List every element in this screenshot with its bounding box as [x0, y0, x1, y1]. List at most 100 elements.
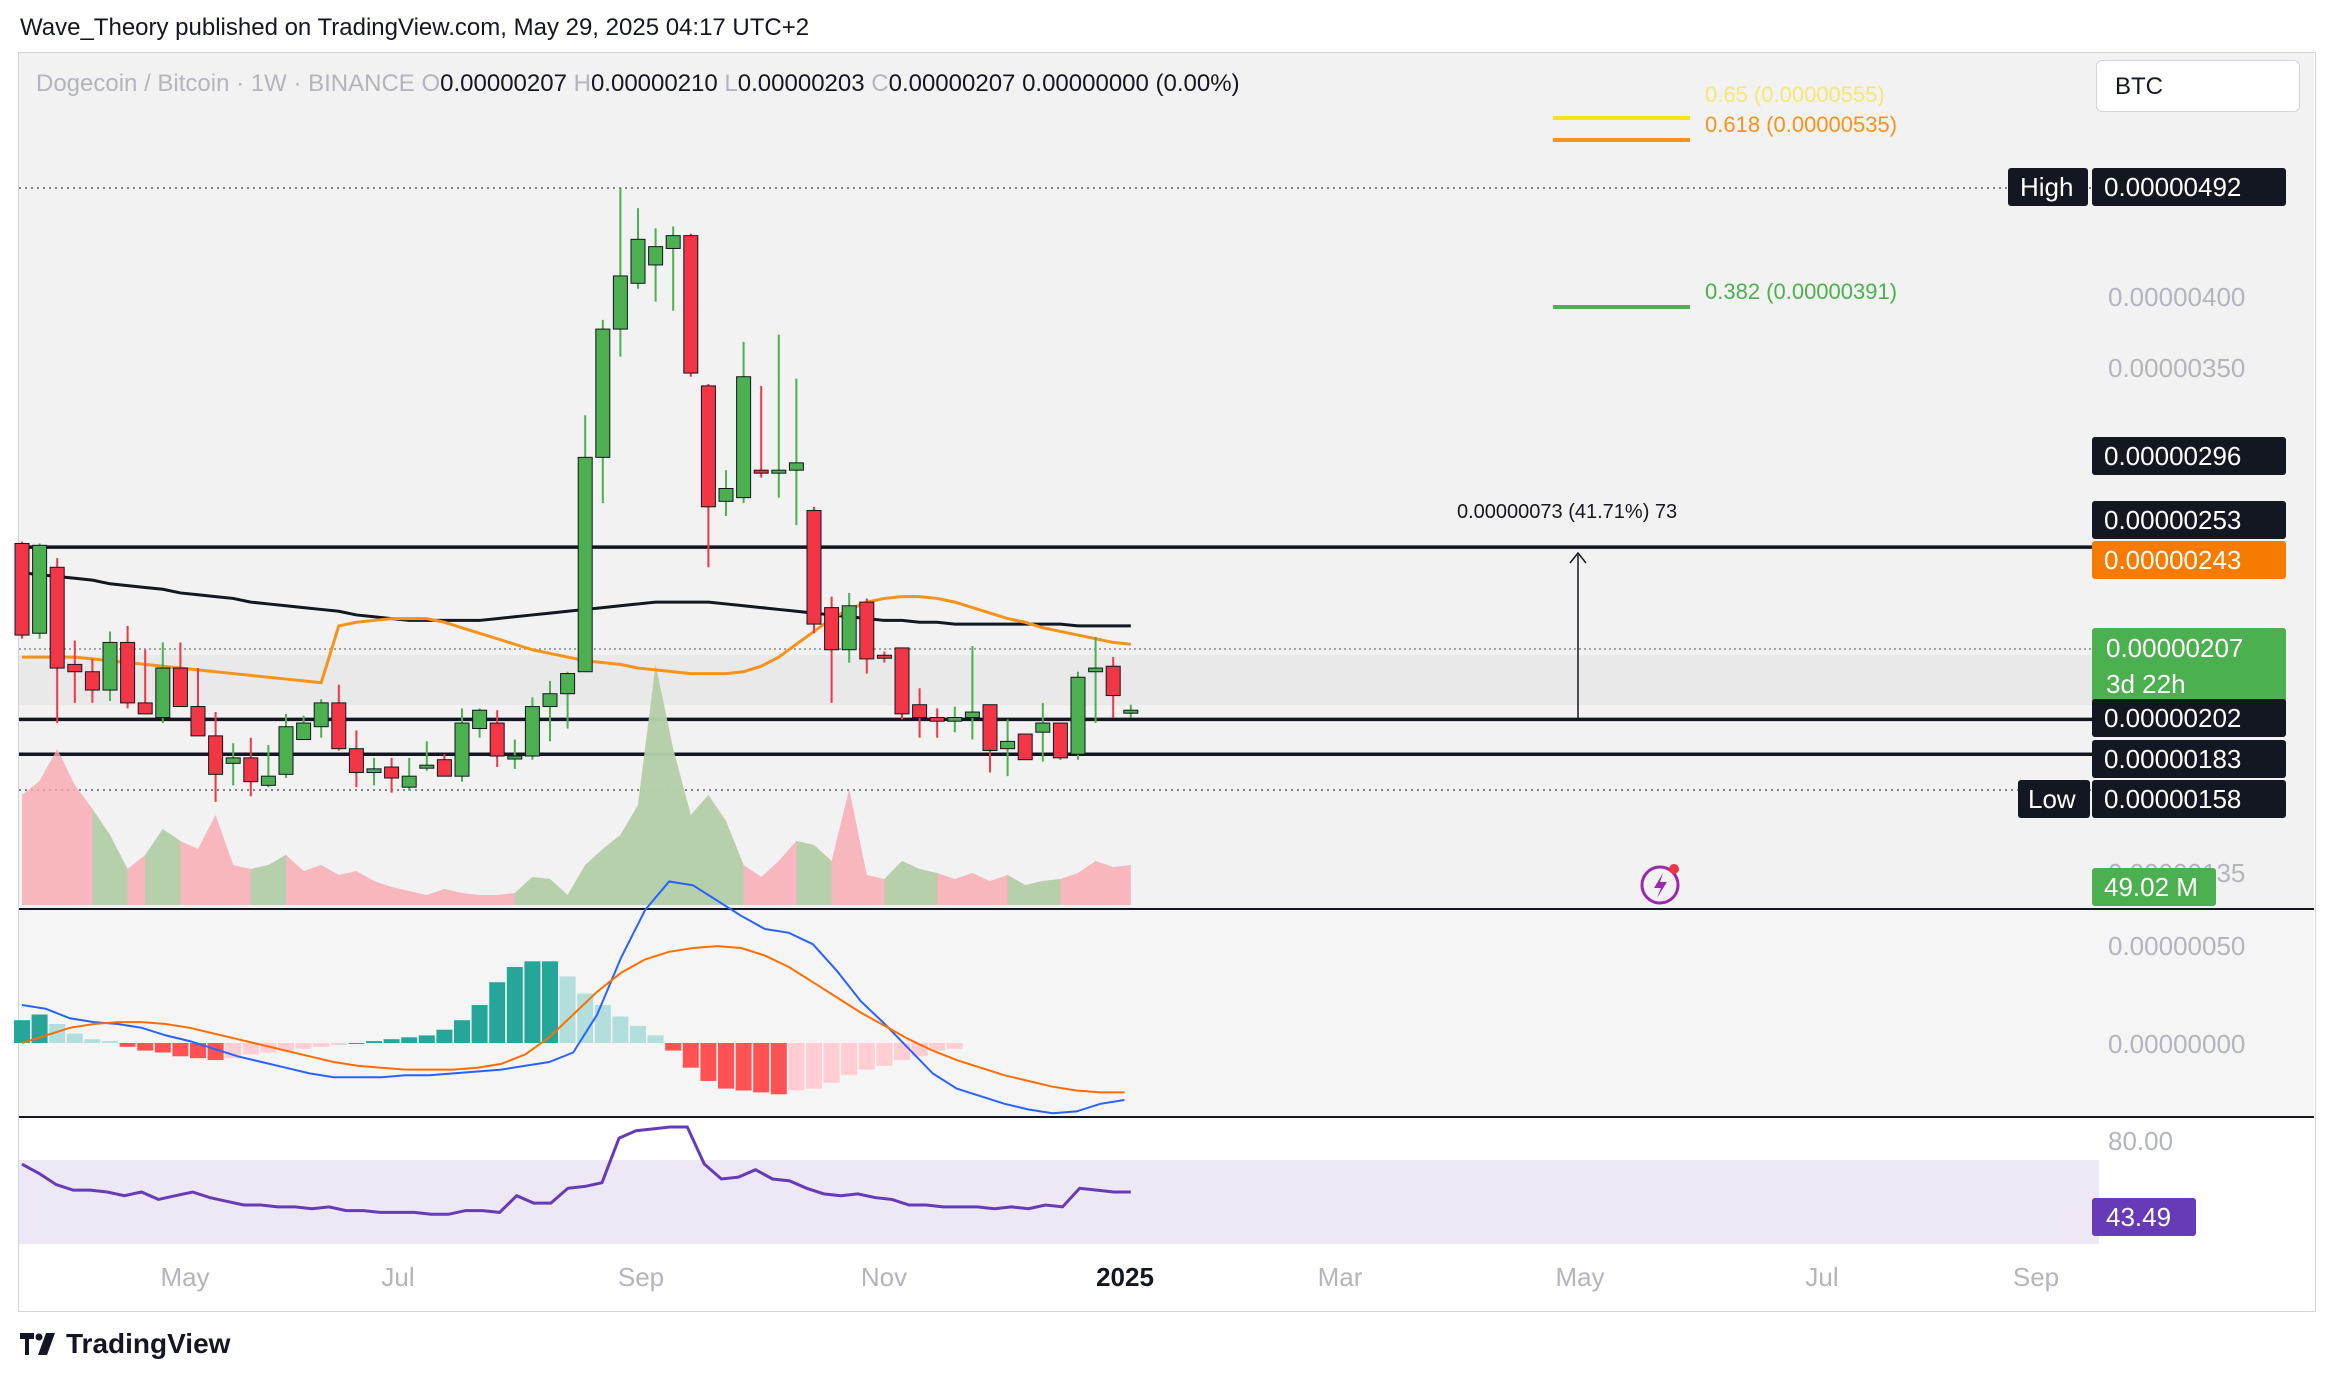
macd-histogram-bar: [524, 961, 541, 1043]
macd-histogram-bar: [630, 1025, 646, 1043]
macd-histogram-bar: [594, 1005, 611, 1043]
range-band: [19, 655, 2099, 705]
fib-level-label: 0.65 (0.00000555): [1705, 82, 1885, 107]
macd-histogram-bar: [946, 1043, 963, 1049]
candle-body: [560, 673, 576, 695]
low-tag-label: Low: [2028, 784, 2076, 814]
macd-histogram-bar: [577, 993, 594, 1043]
high-value: 0.00000210: [590, 70, 718, 97]
macd-histogram-bar: [542, 961, 558, 1043]
fib-level-label: 0.382 (0.00000391): [1705, 279, 1897, 304]
high-price-tag: 0.00000492: [2104, 172, 2241, 202]
candle-body: [718, 488, 734, 502]
time-axis-label: May: [160, 1262, 209, 1292]
high-label: H: [573, 70, 591, 97]
candle-body: [436, 759, 452, 777]
candle-body: [753, 469, 769, 474]
candle-body: [929, 717, 945, 722]
measurement-label: 0.00000073 (41.71%) 73: [1457, 501, 1677, 523]
candle-body: [49, 566, 65, 669]
volume-area-up: [250, 855, 286, 905]
candle-body: [736, 376, 752, 499]
macd-histogram-bar: [84, 1039, 101, 1043]
macd-histogram-bar: [735, 1043, 752, 1091]
candle-body: [260, 775, 276, 786]
candle-body: [102, 641, 118, 691]
ema50-line: [22, 595, 1131, 685]
candle-body: [1035, 722, 1051, 733]
time-axis-label: Nov: [861, 1262, 907, 1292]
macd-histogram-bar: [137, 1043, 154, 1051]
currency-button[interactable]: BTC: [2096, 60, 2300, 112]
last-price-tag-bg: [2092, 628, 2286, 708]
time-axis-label: Jul: [1805, 1262, 1838, 1292]
candle-body: [947, 717, 963, 722]
rsi-axis-label: 80.00: [2108, 1126, 2173, 1156]
volume-area-up: [145, 829, 181, 905]
signal-line: [21, 945, 1125, 1094]
candle-body: [700, 385, 716, 508]
candle-body: [612, 275, 628, 330]
macd-histogram-bar: [102, 1041, 118, 1043]
macd-histogram-bar: [260, 1043, 277, 1053]
tradingview-logo[interactable]: TradingView: [20, 1328, 230, 1360]
macd-histogram-bar: [770, 1043, 787, 1095]
change-value: 0.00000000 (0.00%): [1022, 70, 1240, 97]
high-price-tag-bg: [2092, 168, 2286, 206]
level-tag-bg: [2092, 740, 2286, 778]
macd-histogram-bar: [119, 1043, 136, 1047]
alert-dot-icon: [1669, 864, 1679, 874]
macd-axis-label: 0.00000050: [2108, 931, 2245, 961]
candle-body: [67, 663, 83, 673]
open-value: 0.00000207: [440, 70, 567, 97]
candle-body: [419, 764, 435, 769]
candle-body: [454, 722, 470, 777]
macd-line: [21, 880, 1125, 1115]
candle-body: [894, 647, 910, 715]
macd-histogram-bar: [454, 1020, 470, 1043]
macd-histogram-bar: [823, 1043, 840, 1083]
last-price-tag: 0.00000207: [2106, 633, 2243, 663]
candle-body: [172, 667, 188, 708]
macd-histogram-bar: [682, 1043, 699, 1068]
candle-body: [1070, 676, 1086, 755]
macd-histogram-bar: [647, 1035, 664, 1043]
macd-histogram-bar: [841, 1043, 858, 1076]
measurement-arrow-head: [1569, 551, 1587, 564]
level-tag-bg: [2092, 437, 2286, 475]
macd-histogram-bar: [14, 1020, 30, 1043]
time-axis-label: Mar: [1318, 1262, 1363, 1292]
macd-histogram-bar: [559, 976, 576, 1043]
macd-histogram-bar: [700, 1043, 717, 1081]
candle-body: [524, 706, 540, 757]
level-tag: 0.00000183: [2104, 744, 2241, 774]
candle-body: [1123, 709, 1139, 714]
volume-tag-bg: [2092, 868, 2216, 906]
candle-body: [648, 246, 664, 266]
alert-icon: [1640, 865, 1680, 905]
candle-body: [806, 509, 822, 625]
macd-pane-bg: [19, 910, 2314, 1117]
volume-area-up: [1007, 875, 1061, 905]
chart-frame: [18, 52, 2316, 1312]
candle-body: [771, 469, 787, 474]
macd-histogram-bar: [313, 1043, 330, 1047]
fib-level-label: 0.618 (0.00000535): [1705, 112, 1897, 137]
candle-body: [630, 238, 646, 284]
price-axis-label: 0.00000400: [2108, 282, 2245, 312]
low-tag-bg: [2018, 780, 2090, 818]
tradingview-brand: TradingView: [66, 1328, 231, 1359]
time-axis-label: May: [1555, 1262, 1604, 1292]
level-tag-bg: [2092, 699, 2286, 737]
macd-histogram-bar: [418, 1035, 435, 1043]
close-value: 0.00000207: [888, 70, 1016, 97]
macd-histogram-bar: [330, 1043, 347, 1045]
candle-body: [348, 748, 364, 774]
candle-body: [1105, 665, 1121, 697]
macd-histogram-bar: [612, 1016, 629, 1043]
tradingview-logo-icon: [20, 1333, 55, 1355]
candle-body: [225, 757, 241, 764]
macd-histogram-bar: [401, 1037, 418, 1043]
symbol-label[interactable]: Dogecoin / Bitcoin · 1W · BINANCE: [36, 70, 415, 97]
